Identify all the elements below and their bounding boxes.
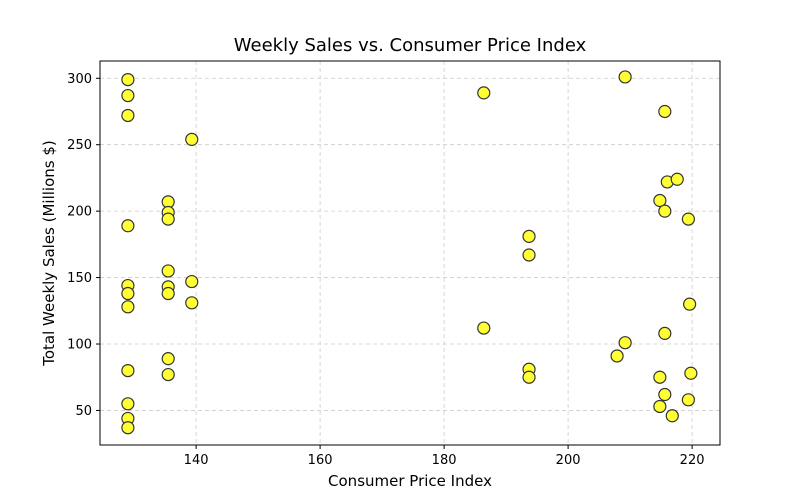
x-tick-label: 140: [184, 453, 209, 468]
data-point: [681, 393, 695, 407]
y-tick-label: 200: [67, 205, 92, 220]
data-point: [161, 264, 175, 278]
data-point: [522, 229, 536, 243]
data-point: [658, 104, 672, 119]
x-tick-label: 160: [308, 453, 333, 468]
data-point: [121, 73, 135, 87]
y-tick-label: 250: [67, 138, 92, 153]
data-point: [653, 399, 667, 414]
data-point: [658, 204, 672, 218]
data-point: [683, 297, 697, 311]
data-point: [121, 397, 135, 411]
data-point: [121, 286, 135, 301]
data-point: [185, 274, 199, 289]
x-axis-label: Consumer Price Index: [328, 472, 492, 490]
x-tick-label: 220: [680, 453, 705, 468]
data-point: [684, 366, 698, 380]
data-point: [121, 219, 135, 233]
data-point: [121, 363, 135, 378]
grid-lines: [100, 61, 720, 445]
data-point: [665, 409, 679, 423]
axis-ticks: 140 160 180 200 220 50 100 150 200 250 300: [67, 72, 704, 468]
data-point: [185, 296, 199, 310]
data-point: [121, 421, 135, 435]
data-point: [121, 108, 135, 123]
x-tick-label: 180: [432, 453, 457, 468]
data-point: [653, 370, 667, 384]
data-point: [522, 248, 536, 262]
y-tick-label: 100: [67, 338, 92, 353]
data-point: [681, 212, 695, 226]
data-point: [658, 387, 672, 402]
y-tick-label: 50: [75, 404, 92, 419]
y-axis-label: Total Weekly Sales (Millions $): [40, 140, 58, 367]
y-tick-label: 150: [67, 271, 92, 286]
data-point: [161, 352, 175, 366]
data-point: [161, 367, 175, 382]
data-point: [121, 88, 135, 103]
data-point: [185, 132, 199, 146]
data-points: [121, 70, 698, 435]
data-point: [618, 336, 632, 350]
data-point: [121, 300, 135, 314]
data-point: [653, 193, 667, 208]
data-point: [477, 321, 491, 335]
data-point: [670, 172, 684, 186]
data-point: [522, 370, 536, 384]
data-point: [161, 212, 175, 226]
data-point: [161, 286, 175, 301]
data-point: [658, 326, 672, 340]
x-tick-label: 200: [556, 453, 581, 468]
chart-title: Weekly Sales vs. Consumer Price Index: [234, 35, 587, 56]
data-point: [477, 86, 491, 100]
data-point: [610, 349, 624, 363]
data-point: [618, 70, 632, 84]
plot-frame: [99, 60, 721, 446]
y-tick-label: 300: [67, 72, 92, 87]
